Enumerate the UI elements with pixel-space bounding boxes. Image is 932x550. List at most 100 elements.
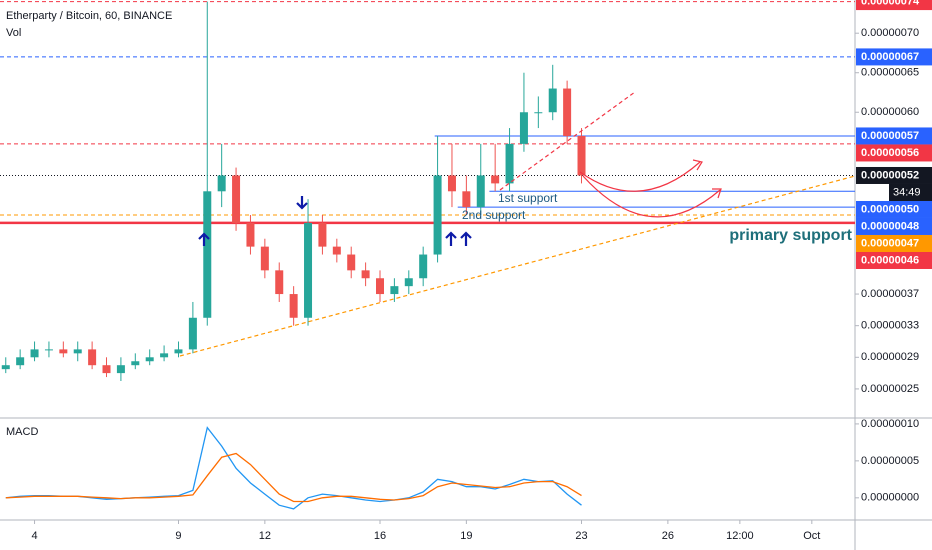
candle-body: [217, 175, 226, 192]
arrow-head: [712, 188, 722, 199]
price-label: 0.00000074: [861, 0, 920, 7]
y-tick-label: 0.00000029: [861, 351, 919, 363]
candle-body: [376, 278, 384, 295]
candle-body: [16, 357, 25, 366]
countdown: 34:49: [893, 186, 921, 198]
up-arrow: [198, 232, 210, 246]
candle-body: [476, 175, 485, 208]
candle-body: [131, 361, 140, 366]
y-tick-label: 0.00000000: [861, 492, 919, 504]
candle-body: [102, 365, 111, 374]
price-label: 0.00000048: [861, 220, 919, 232]
candle-body: [145, 357, 154, 362]
price-label-box: [856, 251, 932, 269]
price-label-box: [856, 0, 932, 11]
signal-arrows: [198, 196, 472, 246]
candle-body: [505, 143, 514, 184]
candle-body: [203, 191, 212, 318]
candle-body: [188, 317, 197, 350]
price-label: 0.00000052: [861, 169, 919, 181]
y-tick-label: 0.00000060: [861, 106, 919, 118]
candle-body: [318, 222, 327, 247]
candle-body: [447, 175, 456, 192]
x-tick-label: 26: [662, 530, 674, 542]
price-label: 0.00000046: [861, 254, 919, 266]
x-tick-label: 19: [460, 530, 472, 542]
candle-body: [246, 222, 255, 247]
macd-line: [5, 452, 582, 503]
candle-body: [390, 286, 399, 295]
price-label: 0.00000067: [861, 51, 919, 63]
candle-body: [563, 88, 572, 136]
x-tick-label: Oct: [803, 530, 820, 542]
volume-label: Vol: [6, 27, 21, 39]
y-tick-label: 0.00000005: [861, 455, 919, 467]
candle-body: [73, 349, 82, 354]
x-tick-label: 12: [259, 530, 271, 542]
down-arrow: [296, 196, 308, 210]
candle-body: [174, 349, 183, 354]
price-label-box: [856, 217, 932, 235]
candle-body: [88, 349, 97, 366]
candle-body: [30, 349, 39, 358]
candle-body: [548, 88, 557, 113]
price-label-box: [856, 234, 932, 252]
price-label: 0.00000047: [861, 237, 919, 249]
candle-body: [44, 349, 53, 351]
price-label: 0.00000057: [861, 130, 919, 142]
macd-line: [5, 426, 582, 510]
candle-body: [433, 175, 442, 255]
candle-body: [332, 246, 341, 255]
price-label-box: [856, 127, 932, 145]
candle-body: [232, 175, 241, 223]
projection-arrow: [579, 161, 701, 192]
candle-body: [304, 222, 313, 318]
x-tick-label: 4: [31, 530, 37, 542]
up-arrow: [460, 231, 472, 246]
y-tick-label: 0.00000070: [861, 27, 919, 39]
annotation: 1st support: [498, 191, 558, 205]
macd-title: MACD: [6, 426, 38, 438]
up-arrow: [445, 231, 457, 246]
x-tick-label: 12:00: [726, 530, 754, 542]
candle-body: [347, 254, 356, 271]
candle-body: [534, 112, 543, 114]
price-label-box: [856, 166, 932, 184]
candle-body: [419, 254, 428, 279]
y-tick-label: 0.00000010: [861, 418, 919, 430]
candle-body: [160, 353, 169, 358]
candle-body: [519, 112, 528, 144]
y-tick-label: 0.00000037: [861, 288, 919, 300]
annotation: primary support: [729, 227, 852, 244]
candle-body: [116, 365, 125, 374]
candle-body: [577, 135, 586, 176]
chart-title: Etherparty / Bitcoin, 60, BINANCE: [6, 10, 172, 22]
y-tick-label: 0.00000033: [861, 320, 919, 332]
countdown-box: [889, 183, 932, 201]
candle-body: [404, 278, 413, 287]
price-label: 0.00000050: [861, 203, 919, 215]
candle-body: [462, 191, 471, 208]
price-label-box: [856, 200, 932, 218]
y-tick-label: 0.00000025: [861, 383, 919, 395]
x-tick-label: 23: [575, 530, 587, 542]
candle-body: [289, 294, 298, 318]
x-tick-label: 9: [175, 530, 181, 542]
x-tick-label: 16: [374, 530, 386, 542]
candle-body: [260, 246, 269, 271]
arrow-head: [692, 159, 703, 171]
candle-body: [59, 349, 68, 354]
y-tick-label: 0.00000065: [861, 67, 919, 79]
projection-arrow: [582, 175, 721, 218]
price-label-box: [856, 144, 932, 162]
price-label-box: [856, 48, 932, 66]
candle-body: [1, 365, 10, 370]
candle-body: [361, 270, 370, 279]
candle-body: [491, 175, 500, 184]
annotation: 2nd support: [462, 208, 526, 222]
candle-body: [275, 270, 284, 295]
trend-line: [179, 175, 856, 357]
price-label: 0.00000056: [861, 147, 919, 159]
